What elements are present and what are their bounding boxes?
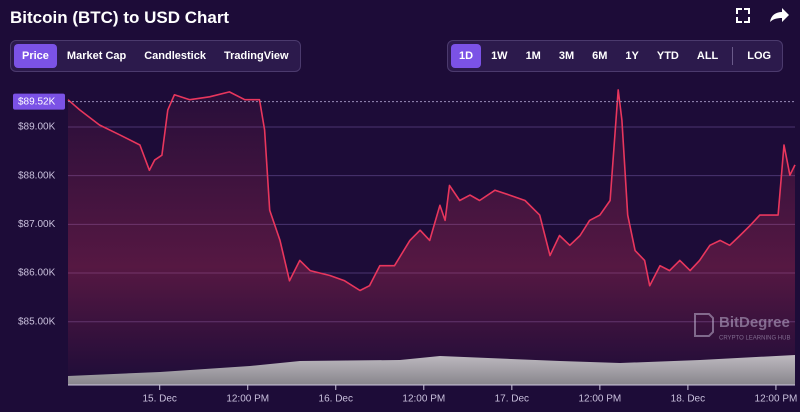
x-tick-label: 12:00 PM bbox=[755, 394, 798, 405]
price-line bbox=[67, 89, 796, 292]
range-tab[interactable]: 1M bbox=[525, 50, 541, 62]
y-tick-label: $88.00K bbox=[18, 170, 56, 181]
watermark: BitDegree CRYPTO LEARNING HUB bbox=[694, 313, 790, 342]
plot bbox=[67, 89, 796, 386]
y-tick-label: $86.00K bbox=[18, 268, 56, 279]
axes: $85.00K $86.00K $87.00K $88.00K $89.00K 15. D… bbox=[13, 93, 798, 405]
fullscreen-icon[interactable] bbox=[736, 8, 750, 23]
range-tab[interactable]: 1W bbox=[491, 50, 508, 62]
x-tick-label: 12:00 PM bbox=[402, 394, 445, 405]
current-price-badge bbox=[13, 93, 65, 110]
watermark-title: BitDegree bbox=[719, 314, 790, 331]
x-tick-label: 15. Dec bbox=[142, 394, 176, 405]
current-price-label: $89.52K bbox=[18, 96, 56, 107]
range-tab[interactable]: ALL bbox=[696, 50, 719, 62]
log-toggle[interactable]: LOG bbox=[747, 50, 772, 62]
range-tab[interactable]: 1D bbox=[451, 44, 482, 68]
y-tick-label: $89.00K bbox=[18, 122, 56, 133]
x-tick-label: 12:00 PM bbox=[226, 394, 269, 405]
y-tick-label: $85.00K bbox=[18, 316, 56, 327]
watermark-subtitle: CRYPTO LEARNING HUB bbox=[719, 336, 790, 342]
view-tab[interactable]: Price bbox=[14, 44, 57, 68]
x-tick-label: 18. Dec bbox=[671, 394, 705, 405]
x-tick-label: 12:00 PM bbox=[578, 394, 621, 405]
separator bbox=[732, 47, 734, 65]
view-tabs: Price Market Cap Candlestick TradingView bbox=[10, 40, 301, 72]
range-tab[interactable]: YTD bbox=[656, 50, 679, 62]
view-tab[interactable]: Market Cap bbox=[66, 50, 127, 62]
range-tabs: 1D 1W 1M 3M 6M 1Y YTD ALL LOG bbox=[447, 40, 784, 72]
x-tick-label: 17. Dec bbox=[495, 394, 529, 405]
range-tab[interactable]: 3M bbox=[558, 50, 575, 62]
title: Bitcoin (BTC) to USD Chart bbox=[10, 8, 230, 27]
x-tick-label: 16. Dec bbox=[319, 394, 353, 405]
price-area bbox=[68, 89, 795, 386]
view-tab[interactable]: Candlestick bbox=[144, 50, 206, 62]
range-tab[interactable]: 6M bbox=[592, 50, 608, 62]
y-tick-label: $87.00K bbox=[18, 219, 56, 230]
view-tab[interactable]: TradingView bbox=[223, 50, 289, 62]
range-tab[interactable]: 1Y bbox=[625, 50, 639, 62]
watermark-logo bbox=[694, 313, 714, 337]
share-icon[interactable] bbox=[770, 8, 789, 22]
volume-area bbox=[68, 355, 795, 385]
